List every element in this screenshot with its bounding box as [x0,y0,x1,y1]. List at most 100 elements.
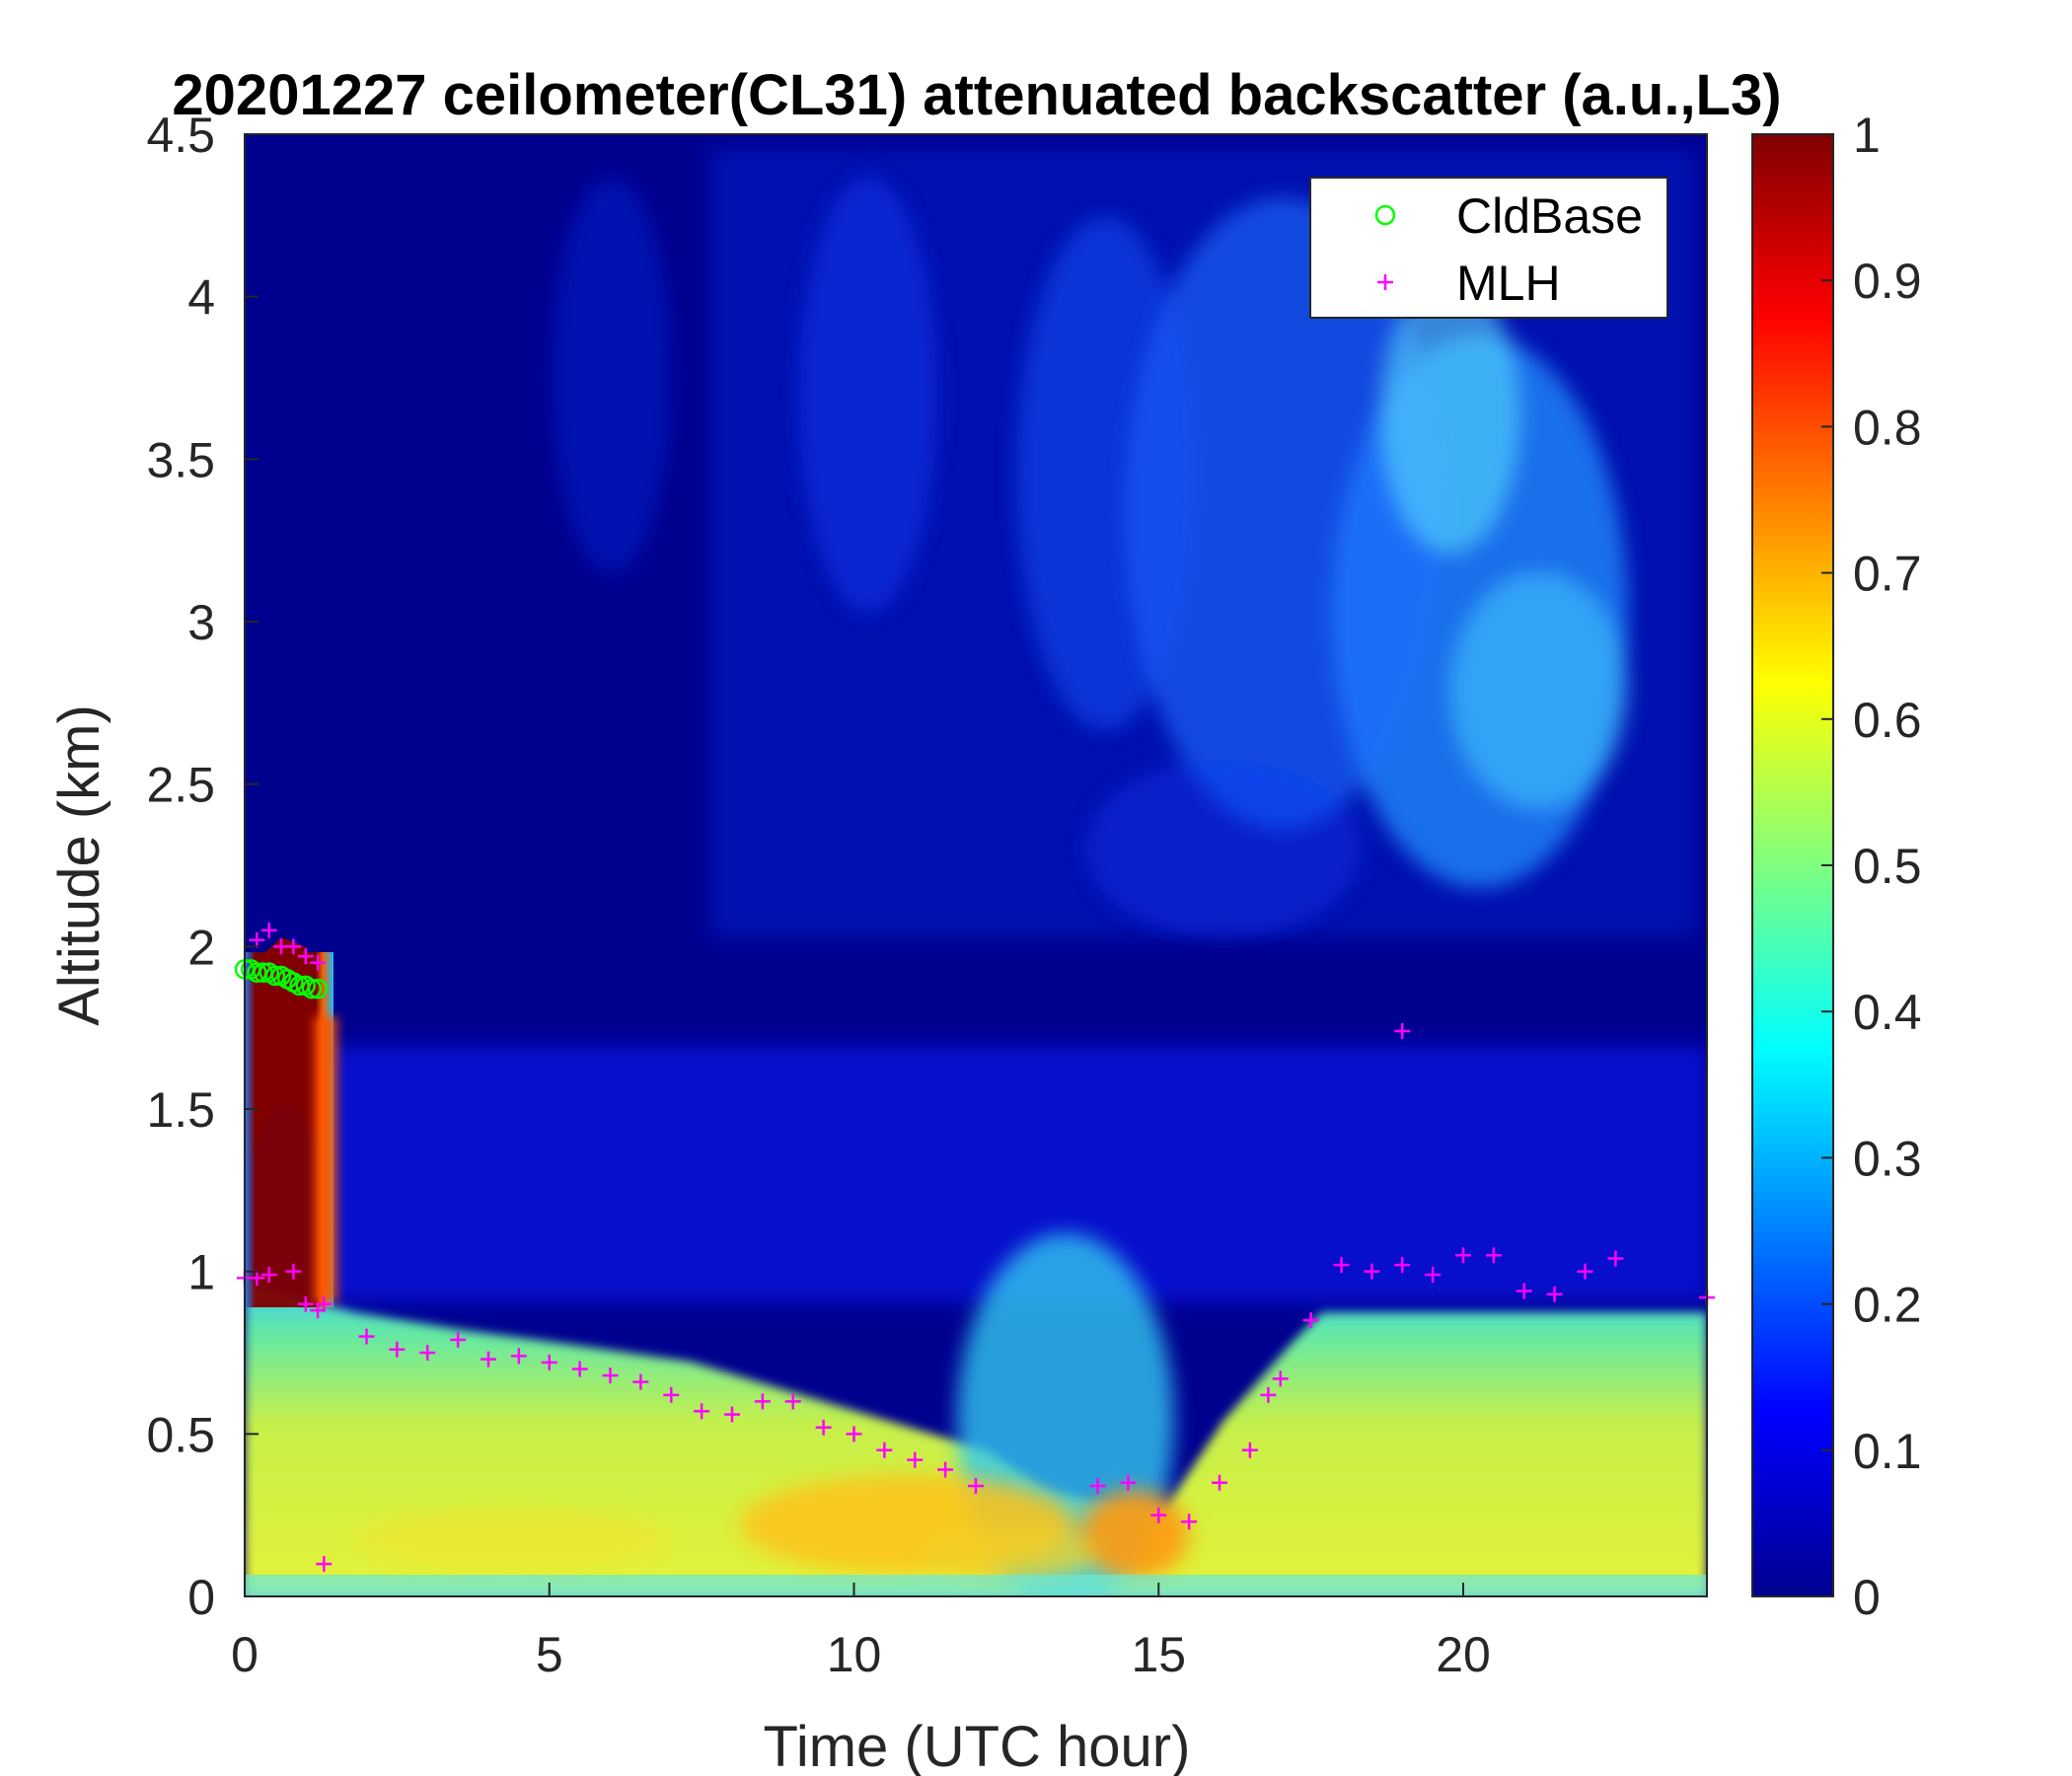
y-tick-label: 2.5 [146,758,215,813]
mlh-point [358,1328,375,1345]
mlh-point [724,1406,740,1423]
mlh-point [846,1426,862,1443]
mlh-point [450,1331,467,1348]
y-tick-label: 4.5 [146,108,215,163]
mlh-point [1607,1250,1624,1267]
mlh-point [1260,1386,1277,1403]
mlh-point [1181,1514,1198,1530]
mlh-point [907,1451,924,1468]
mlh-point [1485,1247,1502,1264]
mlh-point [249,1270,265,1287]
x-tick-label: 10 [827,1627,882,1682]
mlh-point [285,1263,302,1280]
colorbar-tick-label: 0.9 [1853,254,1922,309]
mlh-point [1272,1370,1289,1387]
y-tick-label: 2 [187,920,215,975]
mlh-point [285,938,302,955]
mlh-point [510,1348,527,1365]
mlh-point [1425,1266,1442,1283]
colorbar-tick-label: 0 [1853,1570,1881,1625]
y-tick-label: 1.5 [146,1082,215,1138]
mlh-point [663,1386,680,1403]
mlh-point [297,1295,314,1312]
colorbar-tick-label: 0.2 [1853,1278,1922,1333]
mlh-point [784,1393,801,1410]
mlh-point [1241,1442,1258,1458]
mlh-point [1302,1312,1319,1329]
colorbar-tick-label: 1 [1853,108,1881,163]
mlh-point [481,1351,496,1368]
mlh-point [754,1393,771,1410]
cldbase-point [307,978,329,999]
plot-frame [244,133,1708,1597]
legend-label-cldbase: CldBase [1456,188,1643,244]
x-tick-label: 15 [1131,1627,1186,1682]
y-tick-label: 0 [187,1570,215,1625]
colorbar-tick-label: 0.3 [1853,1131,1922,1186]
colorbar-tick-label: 0.7 [1853,547,1922,602]
axes-layer: 0 5 10 15 20 0 0.5 1 1.5 2 2.5 3 3.5 4 4.5 [146,108,1708,1682]
mlh-point [1516,1283,1532,1299]
y-tick-label: 3 [187,595,215,650]
mlh-point [1120,1474,1137,1491]
mlh-point [310,954,327,971]
mlh-point [1546,1286,1563,1302]
mlh-point [602,1368,619,1384]
mlh-point [260,922,277,938]
mlh-point [419,1345,436,1361]
y-tick-label: 0.5 [146,1407,215,1462]
mlh-point [815,1419,832,1436]
colorbar-tick-label: 0.1 [1853,1424,1922,1479]
y-tick-label: 3.5 [146,432,215,487]
mlh-point [1333,1257,1350,1274]
legend-box [1309,177,1668,319]
colorbar-tick-label: 0.8 [1853,400,1922,455]
mlh-point [694,1403,710,1420]
mlh-point [260,1266,277,1283]
near-surface-layer [245,1575,1707,1596]
mlh-point [876,1442,893,1458]
mlh-point [1577,1263,1593,1280]
mlh-point [1150,1507,1167,1523]
legend-marker-cldbase [1374,204,1396,226]
legend: CldBase MLH [1309,177,1668,319]
colorbar: 0 0.1 0.2 0.3 0.4 0.5 0.6 0.7 0.8 0.9 1 [1751,108,1922,1625]
mlh-point [937,1461,954,1478]
series-layer [234,922,1715,1573]
chart-title: 20201227 ceilometer(CL31) attenuated bac… [172,63,1781,127]
cldbase-point [264,965,286,987]
mlh-point [316,1295,333,1312]
x-tick-label: 5 [536,1627,563,1682]
heatmap-mid-haze [245,1046,1707,1302]
y-tick-label: 1 [187,1245,215,1300]
mlh-point [389,1341,406,1358]
colorbar-tick-label: 0.5 [1853,839,1922,894]
colorbar-tick-label: 0.4 [1853,985,1922,1040]
mlh-point [571,1361,588,1377]
mlh-point [1455,1247,1471,1264]
x-axis-label: Time (UTC hour) [764,1715,1191,1776]
mlh-point [1212,1474,1227,1491]
low-cloud-edge [314,1016,337,1302]
mlh-point [249,931,265,948]
upper-aerosol-plumes [553,178,1628,937]
surface-aerosol-hotspots [355,1475,1189,1582]
mlh-point [297,948,314,965]
mlh-point [968,1478,984,1495]
mlh-point [541,1354,557,1370]
x-tick-label: 0 [231,1627,259,1682]
mlh-point [316,1556,333,1573]
cldbase-point [301,978,323,999]
mlh-point [1394,1022,1411,1039]
y-axis-label: Altitude (km) [47,704,111,1026]
mlh-point [1394,1257,1411,1274]
x-tick-label: 20 [1436,1627,1491,1682]
legend-label-mlh: MLH [1456,256,1561,311]
colorbar-gradient [1751,133,1834,1597]
mlh-point [632,1373,649,1390]
plot-area [245,134,1707,1596]
legend-marker-mlh [1377,274,1393,290]
mlh-point [1364,1263,1380,1280]
y-tick-label: 4 [187,270,215,326]
